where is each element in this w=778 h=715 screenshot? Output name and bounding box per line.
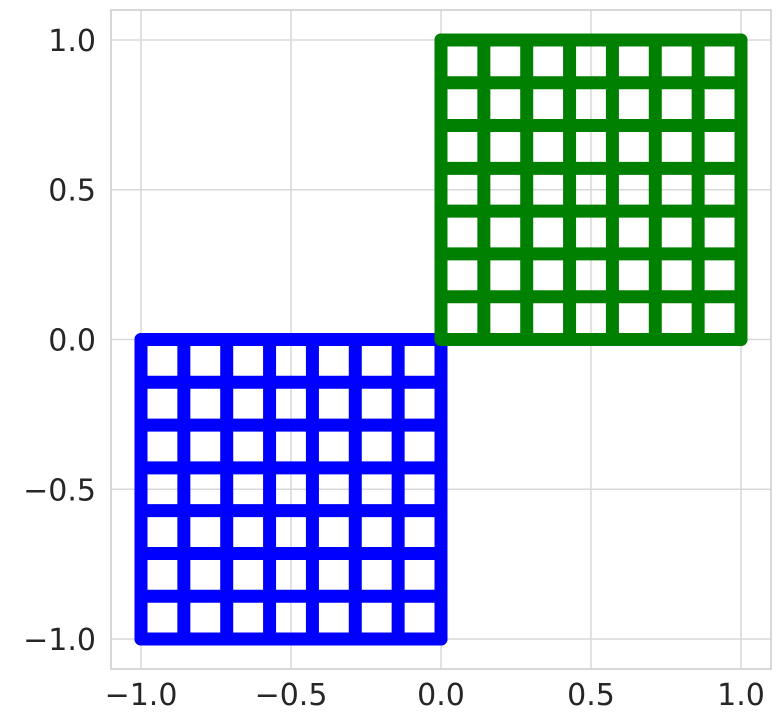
y-tick-label: 0.0: [48, 324, 96, 359]
x-tick-label: 0.0: [417, 678, 465, 713]
series-1: [434, 33, 748, 346]
y-tick-labels: 1.0 0.5 0.0 −0.5 −1.0: [23, 24, 96, 658]
x-tick-label: 0.5: [567, 678, 615, 713]
y-tick-label: −1.0: [23, 623, 96, 658]
series-layer: [134, 33, 748, 646]
x-tick-label: 1.0: [717, 678, 765, 713]
x-tick-label: −0.5: [255, 678, 328, 713]
plot-frame: [110, 9, 772, 670]
y-tick-label: 1.0: [48, 24, 96, 59]
series-0: [134, 333, 448, 646]
x-tick-labels: −1.0 −0.5 0.0 0.5 1.0: [105, 678, 765, 713]
y-tick-label: 0.5: [48, 174, 96, 209]
x-tick-label: −1.0: [105, 678, 178, 713]
y-tick-label: −0.5: [23, 473, 96, 508]
